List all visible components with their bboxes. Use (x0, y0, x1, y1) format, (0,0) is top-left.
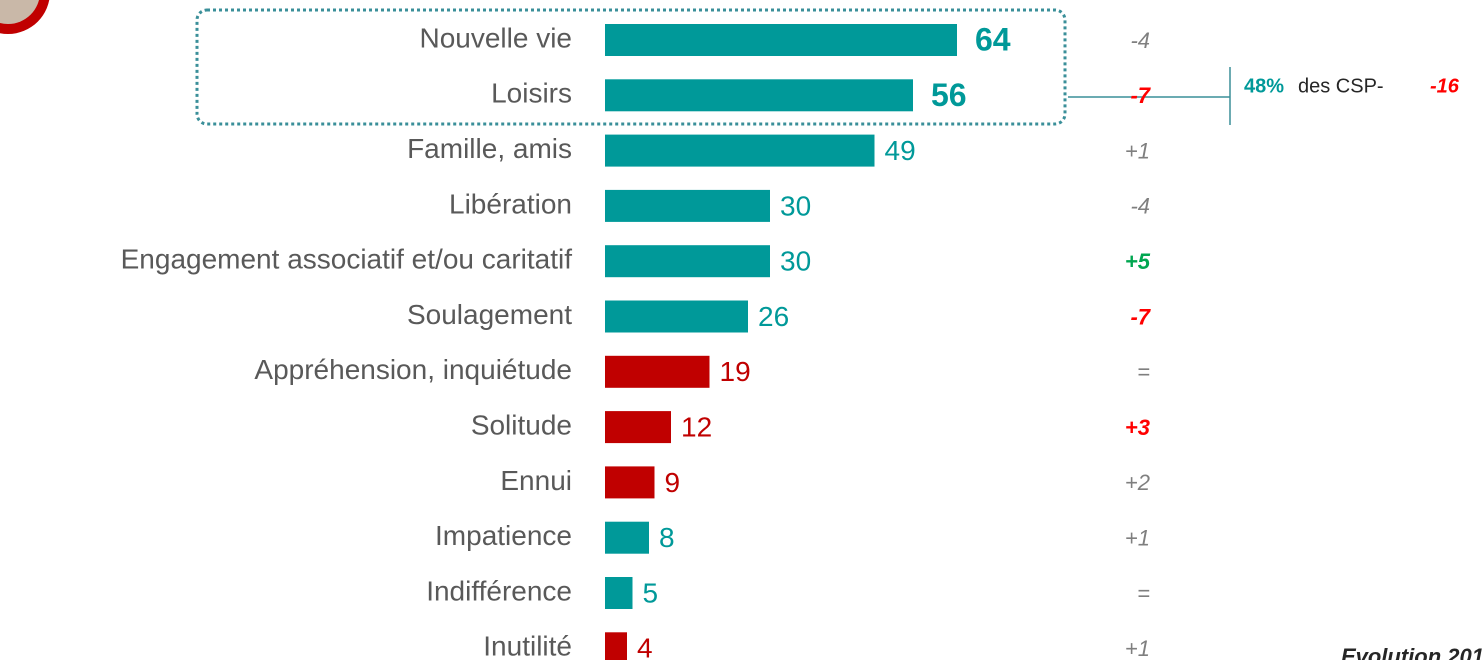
bar (605, 134, 875, 167)
bar (605, 24, 957, 56)
evolution-label: +1 (1125, 138, 1150, 163)
evolution-label: -7 (1130, 304, 1151, 329)
bar (605, 466, 655, 499)
value-label: 12 (681, 411, 712, 442)
category-label: Appréhension, inquiétude (254, 354, 572, 385)
bar (605, 245, 770, 278)
category-label: Ennui (500, 465, 572, 496)
bar (605, 521, 649, 554)
footer: Evolution 201 (1341, 644, 1484, 660)
value-label: 8 (659, 522, 675, 553)
category-label: Impatience (435, 520, 572, 551)
value-label: 4 (637, 633, 653, 660)
annotation: 48% des CSP- -16 (1068, 67, 1460, 125)
category-label: Inutilité (483, 631, 572, 660)
category-label: Nouvelle vie (419, 22, 572, 53)
value-label: 56 (931, 77, 967, 113)
evolution-label: = (1137, 581, 1150, 606)
evolution-label: -7 (1130, 83, 1151, 108)
category-label: Famille, amis (407, 133, 572, 164)
category-label: Soulagement (407, 299, 572, 330)
value-label: 19 (720, 356, 751, 387)
evolution-label: +3 (1125, 415, 1150, 440)
bar (605, 632, 627, 660)
evolution-label: +5 (1125, 249, 1151, 274)
category-label: Engagement associatif et/ou caritatif (121, 244, 573, 275)
annotation-percent: 48% (1244, 75, 1284, 97)
category-label: Libération (449, 188, 572, 219)
bar (605, 355, 710, 388)
value-label: 30 (780, 190, 811, 221)
value-label: 49 (885, 135, 916, 166)
evolution-label: -4 (1130, 194, 1150, 219)
value-label: 30 (780, 246, 811, 277)
evolution-label: -4 (1130, 28, 1150, 53)
value-label: 64 (975, 21, 1011, 57)
annotation-evolution: -16 (1430, 75, 1460, 97)
evolution-label: +1 (1125, 526, 1150, 551)
category-label: Indifférence (426, 575, 572, 606)
value-label: 5 (643, 577, 659, 608)
category-label: Solitude (471, 409, 572, 440)
value-label: 26 (758, 301, 789, 332)
evolution-label: +1 (1125, 636, 1150, 660)
bar (605, 577, 633, 609)
bar (605, 189, 770, 222)
category-label: Loisirs (491, 78, 572, 109)
evolution-label: +2 (1125, 470, 1150, 495)
value-label: 9 (665, 467, 681, 498)
bar (605, 300, 748, 333)
bar (605, 411, 671, 444)
bar (605, 79, 913, 112)
logo (0, 0, 50, 34)
evolution-label: = (1137, 360, 1150, 385)
annotation-text: des CSP- (1298, 75, 1384, 97)
